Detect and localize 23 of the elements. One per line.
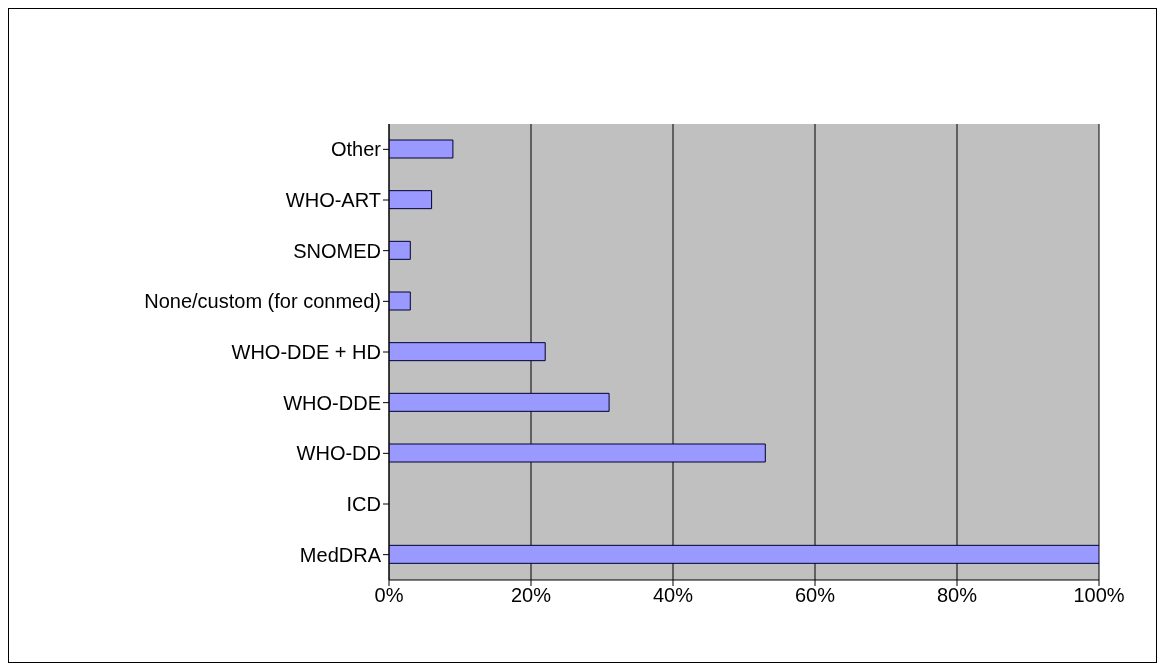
x-tick-label: 60%	[794, 584, 836, 607]
bar	[389, 544, 1099, 564]
y-tick-label: ICD	[346, 493, 381, 516]
y-tick-label: MedDRA	[299, 543, 382, 566]
y-tick-label: SNOMED	[293, 239, 381, 262]
y-tick-label: Other	[330, 138, 382, 161]
x-tick-label: 100%	[1073, 584, 1125, 607]
x-tick-label: 40%	[652, 584, 694, 607]
y-tick-label: None/custom (for conmed)	[144, 290, 381, 313]
bar	[389, 342, 546, 362]
bar	[389, 392, 610, 412]
bar	[389, 291, 411, 311]
x-tick-label: 20%	[510, 584, 552, 607]
x-tick-label: 0%	[374, 584, 404, 607]
bar	[389, 190, 433, 210]
y-tick-label: WHO-DDE + HD	[231, 341, 381, 364]
y-tick-label: WHO-DD	[296, 442, 381, 465]
bar	[389, 443, 766, 463]
bar	[389, 240, 411, 260]
y-tick-label: WHO-ART	[285, 189, 381, 212]
bar	[389, 139, 454, 159]
y-tick-label: WHO-DDE	[283, 391, 381, 414]
x-tick-label: 80%	[936, 584, 978, 607]
